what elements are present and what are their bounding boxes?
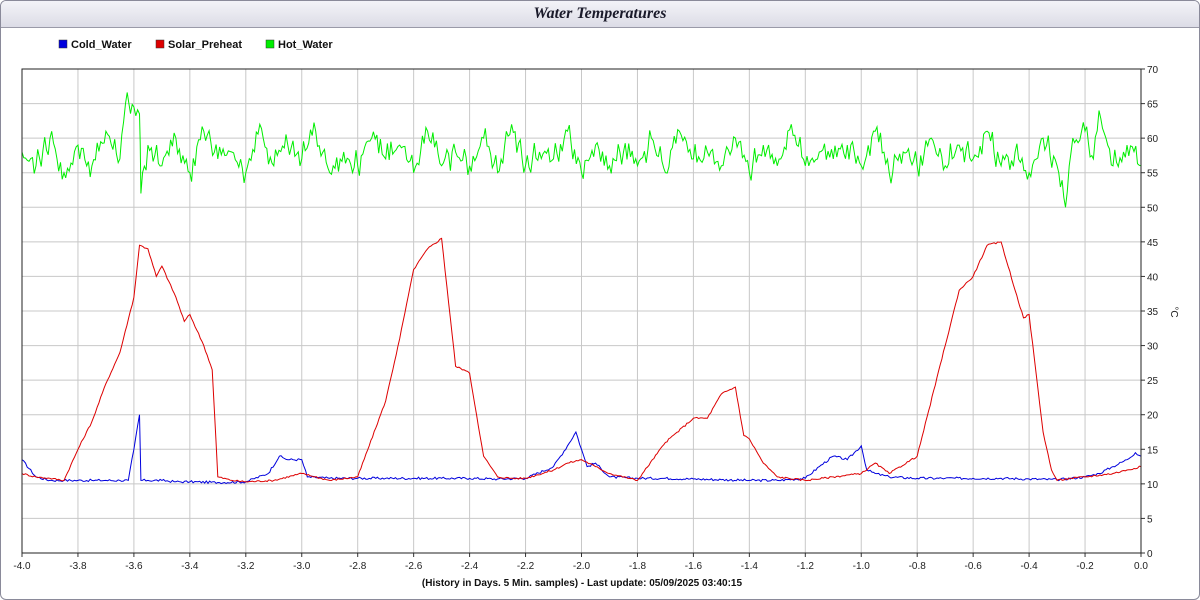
legend: Cold_Water Solar_Preheat Hot_Water [58, 39, 333, 51]
x-tick-label: -3.6 [125, 561, 143, 572]
y-tick-label: 10 [1147, 480, 1159, 491]
y-tick-label: 40 [1147, 272, 1159, 283]
x-tick-label: -1.8 [629, 561, 647, 572]
x-tick-label: -4.0 [13, 561, 31, 572]
x-tick-label: -0.4 [1020, 561, 1038, 572]
series-line-cold-water [21, 414, 1142, 485]
x-tick-label: -1.6 [685, 561, 703, 572]
series-line-solar-preheat [21, 237, 1142, 483]
y-tick-label: 55 [1147, 169, 1159, 180]
legend-swatch [155, 39, 165, 49]
y-tick-label: 35 [1147, 307, 1159, 318]
x-tick-label: -1.2 [797, 561, 815, 572]
x-tick-label: -0.8 [909, 561, 927, 572]
y-tick-label: 45 [1147, 238, 1159, 249]
series-line-hot-water [21, 92, 1142, 208]
x-tick-label: -0.6 [965, 561, 983, 572]
legend-swatch [58, 39, 68, 49]
x-tick-label: 0.0 [1134, 561, 1148, 572]
y-tick-label: 25 [1147, 376, 1159, 387]
y-tick-label: 30 [1147, 342, 1159, 353]
x-tick-label: -2.4 [461, 561, 479, 572]
x-tick-label: -3.2 [237, 561, 255, 572]
x-tick-label: -2.0 [573, 561, 591, 572]
legend-label: Solar_Preheat [168, 39, 242, 51]
x-tick-label: -2.8 [349, 561, 367, 572]
y-axis-label: °C [1168, 306, 1179, 317]
x-tick-label: -3.0 [293, 561, 311, 572]
x-tick-label: -2.6 [405, 561, 423, 572]
y-tick-label: 65 [1147, 100, 1159, 111]
y-tick-label: 50 [1147, 203, 1159, 214]
x-tick-label: -1.0 [853, 561, 871, 572]
axes: -4.0 -3.8 -3.6 -3.4 -3.2 -3.0 -2.8 -2.6 -2.4 -2.2… [13, 65, 1158, 572]
x-tick-label: -3.4 [181, 561, 199, 572]
y-tick-label: 20 [1147, 411, 1159, 422]
x-tick-label: -2.2 [517, 561, 535, 572]
legend-label: Hot_Water [278, 39, 333, 51]
y-tick-label: 60 [1147, 134, 1159, 145]
legend-swatch [265, 39, 275, 49]
y-tick-label: 15 [1147, 445, 1159, 456]
chart-title: Water Temperatures [533, 5, 667, 22]
plot-border [21, 68, 1142, 554]
series-lines [21, 92, 1142, 485]
title-bar: Water Temperatures [1, 1, 1199, 28]
legend-label: Cold_Water [71, 39, 132, 51]
y-tick-label: 70 [1147, 65, 1159, 76]
x-tick-label: -0.2 [1076, 561, 1094, 572]
x-tick-label: -3.8 [69, 561, 87, 572]
y-tick-label: 5 [1147, 514, 1153, 525]
grid [21, 68, 1142, 554]
x-axis-caption: (History in Days. 5 Min. samples) - Last… [422, 578, 743, 589]
x-tick-label: -1.4 [741, 561, 759, 572]
y-tick-label: 0 [1147, 549, 1153, 560]
